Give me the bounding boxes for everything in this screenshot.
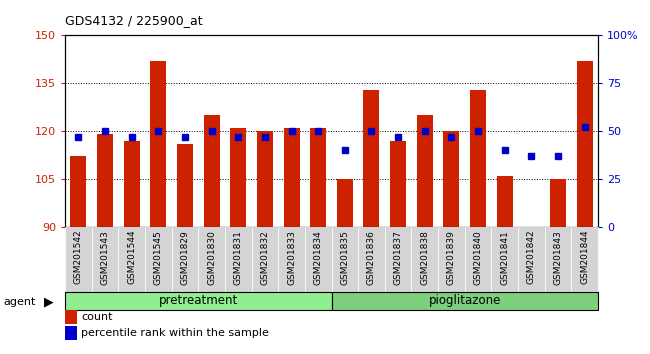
Text: pioglitazone: pioglitazone [428, 295, 501, 307]
Bar [278, 227, 305, 292]
Bar [310, 128, 326, 227]
Bar [257, 131, 273, 227]
Bar [545, 227, 571, 292]
Text: GSM201545: GSM201545 [154, 230, 162, 285]
Text: GSM201544: GSM201544 [127, 230, 136, 285]
Bar [443, 131, 460, 227]
Text: GSM201542: GSM201542 [74, 230, 83, 285]
Bar [465, 227, 491, 292]
Bar [118, 227, 145, 292]
Bar [230, 128, 246, 227]
Bar [97, 134, 113, 227]
Bar [145, 227, 172, 292]
Bar [470, 90, 486, 227]
Bar [198, 227, 225, 292]
Bar [172, 227, 198, 292]
Text: percentile rank within the sample: percentile rank within the sample [81, 328, 269, 338]
Text: GSM201837: GSM201837 [394, 230, 402, 285]
Bar [305, 227, 332, 292]
Text: GDS4132 / 225900_at: GDS4132 / 225900_at [65, 13, 203, 27]
Text: GSM201833: GSM201833 [287, 230, 296, 285]
Bar [571, 227, 598, 292]
Bar [518, 227, 545, 292]
Text: GSM201832: GSM201832 [261, 230, 269, 285]
Text: ▶: ▶ [44, 295, 54, 308]
Text: GSM201841: GSM201841 [500, 230, 509, 285]
Bar [491, 227, 518, 292]
Bar [385, 227, 411, 292]
Text: count: count [81, 312, 112, 322]
Text: pretreatment: pretreatment [159, 295, 238, 307]
Text: GSM201830: GSM201830 [207, 230, 216, 285]
Bar [332, 227, 358, 292]
Text: GSM201843: GSM201843 [554, 230, 562, 285]
Bar [177, 144, 193, 227]
Text: agent: agent [3, 297, 36, 307]
Bar [252, 227, 278, 292]
Bar [92, 227, 118, 292]
Bar [203, 115, 220, 227]
Text: GSM201844: GSM201844 [580, 230, 589, 285]
Text: GSM201842: GSM201842 [527, 230, 536, 285]
Bar [550, 179, 566, 227]
Text: GSM201829: GSM201829 [181, 230, 189, 285]
Bar [438, 227, 465, 292]
Bar [70, 156, 86, 227]
Bar [363, 90, 380, 227]
Bar [390, 141, 406, 227]
Bar [65, 292, 332, 310]
Bar [417, 115, 433, 227]
Bar [283, 128, 300, 227]
Bar [577, 61, 593, 227]
Text: GSM201838: GSM201838 [421, 230, 429, 285]
Text: GSM201834: GSM201834 [314, 230, 322, 285]
Bar [411, 227, 438, 292]
Text: GSM201836: GSM201836 [367, 230, 376, 285]
Text: GSM201839: GSM201839 [447, 230, 456, 285]
Bar [337, 179, 353, 227]
Text: GSM201835: GSM201835 [341, 230, 349, 285]
Bar [124, 141, 140, 227]
Text: GSM201840: GSM201840 [474, 230, 482, 285]
Text: GSM201831: GSM201831 [234, 230, 242, 285]
Text: GSM201543: GSM201543 [101, 230, 109, 285]
Bar [225, 227, 252, 292]
Bar [65, 227, 92, 292]
Bar [358, 227, 385, 292]
Bar [497, 176, 513, 227]
Bar [150, 61, 166, 227]
Bar [332, 292, 598, 310]
